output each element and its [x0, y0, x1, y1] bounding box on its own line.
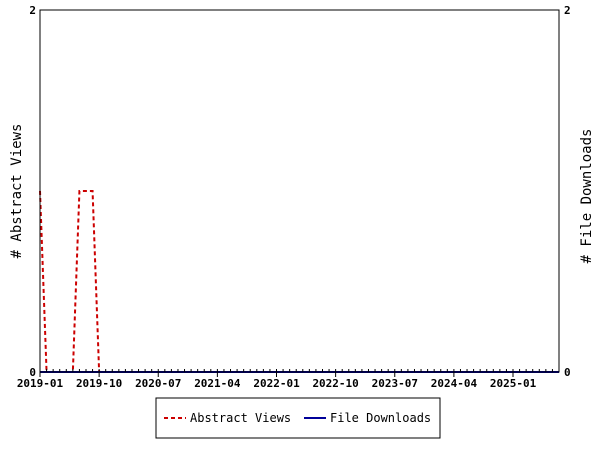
legend-label-file-downloads: File Downloads	[330, 411, 431, 425]
x-tick-label: 2023-07	[372, 377, 418, 390]
x-tick-label: 2021-04	[194, 377, 241, 390]
x-tick-label: 2025-01	[490, 377, 537, 390]
ticks-layer	[39, 369, 560, 372]
y-axis-left-title: # Abstract Views	[9, 124, 25, 259]
legend-label-abstract-views: Abstract Views	[190, 411, 291, 425]
x-tick-label: 2019-10	[76, 377, 122, 390]
y-right-tick-top: 2	[564, 4, 571, 17]
legend-box	[155, 397, 441, 439]
x-tick-label: 2019-01	[17, 377, 64, 390]
x-tick-labels: 2019-01 2019-10 2020-07 2021-04 2022-01 2022-…	[17, 372, 537, 390]
x-tick-label: 2022-10	[312, 377, 358, 390]
x-tick-label: 2024-04	[431, 377, 478, 390]
plot-frame	[39, 9, 560, 373]
y-left-tick-bottom: 0	[29, 366, 36, 379]
y-left-tick-top: 2	[29, 4, 36, 17]
y-right-tick-bottom: 0	[564, 366, 571, 379]
legend: Abstract Views File Downloads	[155, 397, 441, 439]
x-tick-label: 2022-01	[253, 377, 300, 390]
y-axis-right-title: # File Downloads	[579, 129, 595, 264]
x-tick-label: 2020-07	[135, 377, 181, 390]
